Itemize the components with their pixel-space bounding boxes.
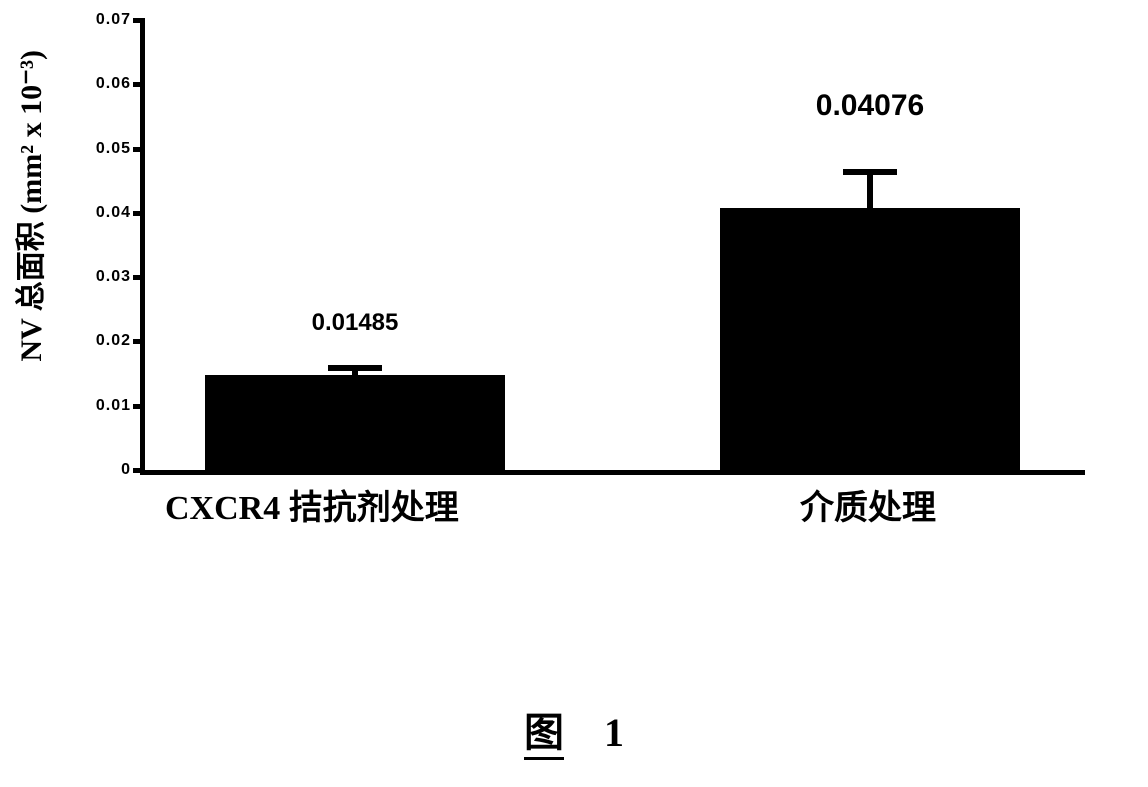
y-axis-label: NV 总面积 (mm² x 10⁻³) xyxy=(6,50,50,362)
y-tick-label: 0.07 xyxy=(96,11,131,29)
y-tick-mark xyxy=(133,404,145,409)
plot-area: 00.010.020.030.040.050.060.070.014850.04… xyxy=(140,20,1085,475)
y-tick-mark xyxy=(133,147,145,152)
bar-value-label: 0.04076 xyxy=(816,89,924,123)
error-bar xyxy=(328,365,382,375)
x-category-label: 介质处理 xyxy=(800,480,936,529)
y-tick-mark xyxy=(133,275,145,280)
y-tick-label: 0.01 xyxy=(96,397,131,415)
error-bar xyxy=(843,169,897,208)
y-tick-label: 0.04 xyxy=(96,204,131,222)
y-tick-mark xyxy=(133,82,145,87)
y-tick-mark xyxy=(133,18,145,23)
y-tick-label: 0.02 xyxy=(96,332,131,350)
y-tick-label: 0 xyxy=(121,461,131,479)
y-tick-label: 0.05 xyxy=(96,140,131,158)
y-tick-mark xyxy=(133,211,145,216)
bar: 0.04076 xyxy=(720,208,1020,470)
bar-group: 0.01485 xyxy=(205,375,505,470)
error-bar-cap xyxy=(328,365,382,371)
bar: 0.01485 xyxy=(205,375,505,470)
error-bar-cap xyxy=(843,169,897,175)
x-category-label: CXCR4 拮抗剂处理 xyxy=(165,480,459,529)
y-tick-label: 0.06 xyxy=(96,75,131,93)
bar-value-label: 0.01485 xyxy=(312,309,399,337)
caption-number: 1 xyxy=(604,710,624,755)
caption-prefix: 图 xyxy=(524,710,564,760)
y-tick-label: 0.03 xyxy=(96,268,131,286)
figure-caption: 图1 xyxy=(0,700,1148,758)
y-tick-mark xyxy=(133,339,145,344)
bar-group: 0.04076 xyxy=(720,208,1020,470)
y-tick-mark xyxy=(133,468,145,473)
bar-chart: NV 总面积 (mm² x 10⁻³) 00.010.020.030.040.0… xyxy=(0,0,1148,660)
